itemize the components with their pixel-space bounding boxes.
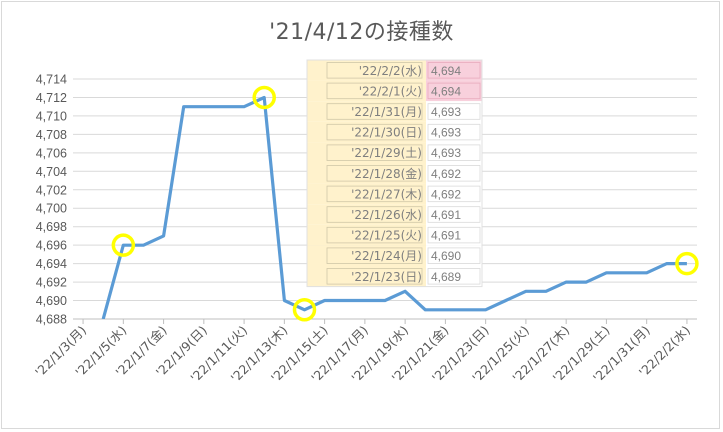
y-tick-label: 4,706: [36, 146, 67, 160]
table-date-inner-border: [326, 62, 423, 79]
table-date-cell: [307, 142, 426, 163]
table-date-cell: [307, 101, 426, 122]
table-date-cell: [307, 224, 426, 246]
table-value-cell: [426, 101, 482, 122]
table-date-cell: [307, 80, 426, 102]
table-value-inner-border: [427, 144, 481, 161]
table-date-inner-border: [326, 268, 423, 285]
table-date-cell: [307, 60, 426, 81]
table-date-cell: [307, 121, 426, 143]
y-tick-label: 4,704: [36, 165, 67, 179]
table-date-inner-border: [326, 103, 423, 120]
y-tick-label: 4,712: [36, 91, 67, 105]
y-tick-label: 4,696: [36, 239, 67, 253]
highlight-marker: [675, 251, 699, 276]
y-tick-label: 4,702: [36, 183, 67, 197]
table-value: 4,693: [431, 146, 461, 160]
table-value-inner-border: [427, 268, 481, 285]
y-tick-label: 4,700: [36, 202, 67, 216]
table-date: '22/1/23(日): [351, 270, 422, 284]
table-value: 4,694: [431, 64, 461, 78]
y-tick-label: 4,698: [36, 220, 67, 234]
table-value-inner-border: [427, 185, 481, 203]
table-value-cell: [426, 80, 482, 102]
table-value-cell: [426, 60, 482, 81]
table-value-inner-border: [427, 165, 481, 182]
table-value: 4,692: [431, 167, 461, 181]
table-date-cell: [307, 204, 426, 225]
table-value: 4,690: [431, 249, 461, 263]
table-date: '22/1/25(火): [351, 229, 422, 243]
table-date-cell: [307, 245, 426, 266]
table-date-inner-border: [326, 165, 423, 182]
table-date-inner-border: [326, 144, 423, 161]
table-border: [306, 59, 483, 288]
table-value-inner-border: [427, 247, 481, 264]
table-date-inner-border: [326, 123, 423, 141]
table-date-inner-border: [326, 247, 423, 264]
table-value-inner-border: [427, 82, 481, 100]
table-value-cell: [426, 266, 482, 287]
highlight-marker: [292, 298, 317, 322]
table-value-cell: [426, 183, 482, 205]
table-date: '22/1/29(土): [351, 146, 422, 160]
y-tick-label: 4,708: [36, 128, 67, 142]
table-value: 4,693: [431, 105, 461, 119]
table-date: '22/1/28(金): [351, 166, 422, 181]
table-value-cell: [426, 142, 482, 163]
table-value-inner-border: [427, 103, 481, 120]
table-date-cell: [307, 163, 426, 184]
table-date: '22/1/26(水): [351, 208, 422, 222]
y-tick-label: 4,692: [36, 276, 67, 290]
y-tick-label: 4,694: [36, 257, 67, 271]
highlight-marker: [111, 233, 136, 257]
table-date-inner-border: [326, 226, 423, 244]
table-date: '22/1/30(日): [351, 126, 422, 140]
table-date: '22/1/27(木): [351, 187, 422, 201]
table-value: 4,691: [431, 229, 461, 243]
table-value: 4,691: [431, 208, 461, 222]
y-tick-label: 4,688: [36, 313, 67, 327]
table-value-cell: [426, 204, 482, 225]
table-value: 4,692: [431, 187, 461, 201]
table-date: '22/1/31(月): [351, 105, 422, 119]
table-value-inner-border: [427, 226, 481, 244]
table-date: '22/1/24(月): [351, 249, 422, 263]
table-date-inner-border: [326, 185, 423, 203]
table-date: '22/2/2(水): [359, 64, 422, 78]
series-line: [101, 95, 687, 319]
table-value: 4,694: [431, 84, 461, 98]
y-tick-label: 4,714: [36, 73, 67, 87]
table-date-inner-border: [326, 206, 423, 223]
highlight-marker: [252, 85, 276, 110]
table-value-inner-border: [427, 62, 481, 79]
table-value-inner-border: [427, 123, 481, 141]
table-value-cell: [426, 163, 482, 184]
table-value-cell: [426, 245, 482, 266]
table-value-inner-border: [427, 206, 481, 223]
table-value-cell: [426, 121, 482, 143]
table-date: '22/2/1(火): [359, 84, 422, 98]
y-tick-label: 4,690: [36, 294, 67, 308]
chart-title: '21/4/12の接種数: [269, 20, 454, 45]
table-value-cell: [426, 224, 482, 246]
table-date-inner-border: [326, 82, 423, 100]
table-value: 4,689: [431, 270, 461, 284]
table-value: 4,693: [431, 126, 461, 140]
y-tick-label: 4,710: [36, 109, 67, 123]
table-date-cell: [307, 183, 426, 205]
table-date-cell: [307, 266, 426, 287]
